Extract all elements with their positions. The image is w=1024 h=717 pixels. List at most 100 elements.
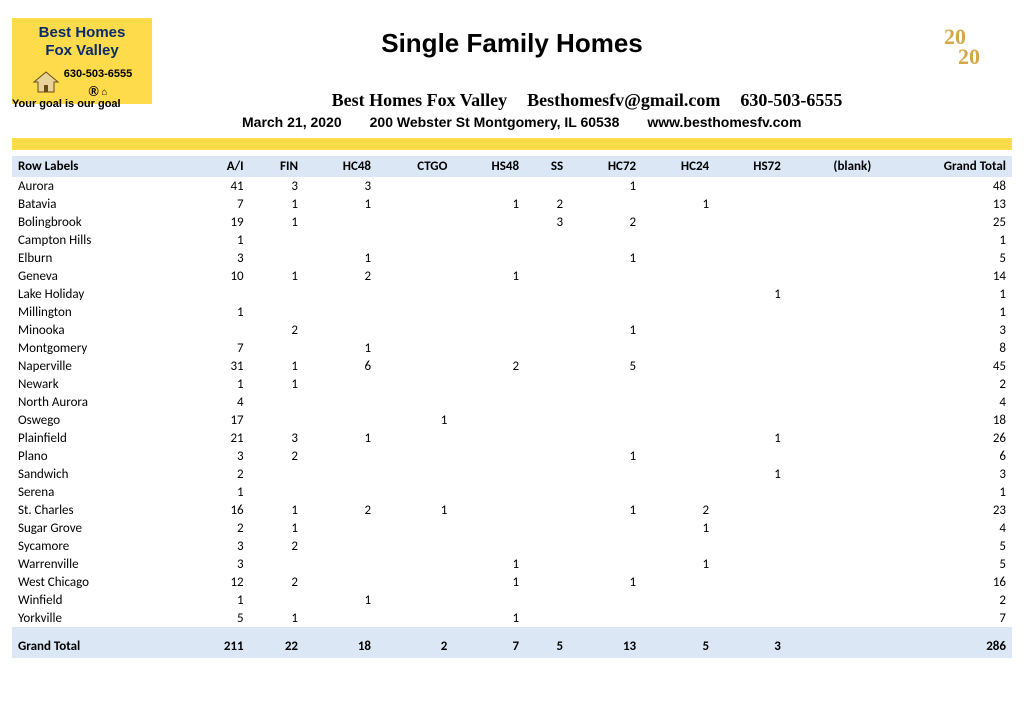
table-row: Sandwich213 [12,465,1012,483]
table-row: Campton Hills11 [12,231,1012,249]
total-value: 13 [569,635,642,658]
table-row: Bolingbrook1913225 [12,213,1012,231]
cell-value [525,609,569,627]
cell-value [453,339,525,357]
cell-value [642,465,715,483]
cell-value [569,555,642,573]
cell-value [525,447,569,465]
cell-value [250,465,304,483]
cell-value: 1 [192,591,250,609]
cell-value [377,429,453,447]
cell-value [453,249,525,267]
cell-value [453,177,525,195]
cell-value [525,267,569,285]
cell-value [715,375,787,393]
row-label: Oswego [12,411,192,429]
cell-value [787,501,878,519]
cell-value [715,393,787,411]
cell-value [715,195,787,213]
cell-value [304,213,377,231]
cell-value [715,591,787,609]
total-value: 211 [192,635,250,658]
row-label: North Aurora [12,393,192,411]
cell-value [250,591,304,609]
cell-value [377,555,453,573]
table-row: Aurora4133148 [12,177,1012,195]
cell-value [715,213,787,231]
cell-value [377,465,453,483]
cell-value: 1 [304,429,377,447]
header-contact-line: Best Homes Fox Valley Besthomesfv@gmail.… [170,90,1004,111]
cell-value [787,231,878,249]
total-value: 2 [377,635,453,658]
cell-value: 1 [877,303,1012,321]
cell-value [715,609,787,627]
cell-value [787,465,878,483]
cell-value [377,483,453,501]
row-label: St. Charles [12,501,192,519]
cell-value: 1 [642,195,715,213]
cell-value [642,321,715,339]
cell-value: 1 [250,375,304,393]
row-label: Sandwich [12,465,192,483]
header-brand: Best Homes Fox Valley [332,90,508,111]
cell-value [642,447,715,465]
cell-value: 1 [250,213,304,231]
cell-value: 2 [877,375,1012,393]
cell-value [453,231,525,249]
row-label: Naperville [12,357,192,375]
cell-value: 6 [304,357,377,375]
cell-value: 8 [877,339,1012,357]
total-value: 5 [642,635,715,658]
table-row: Yorkville5117 [12,609,1012,627]
cell-value [250,231,304,249]
cell-value [377,321,453,339]
cell-value [642,411,715,429]
cell-value [377,177,453,195]
row-label: Plainfield [12,429,192,447]
data-table-wrap: Row LabelsA/IFINHC48CTGOHS48SSHC72HC24HS… [12,156,1012,658]
realtor-eho-icons: Ⓡ ⌂ [89,87,108,98]
cell-value [250,339,304,357]
header-address: 200 Webster St Montgomery, IL 60538 [370,114,620,130]
cell-value [453,465,525,483]
col-header: HC48 [304,156,377,177]
cell-value [377,375,453,393]
logo-tagline: Your goal is our goal [12,98,121,110]
table-row: Newark112 [12,375,1012,393]
table-row: St. Charles161211223 [12,501,1012,519]
pivot-table: Row LabelsA/IFINHC48CTGOHS48SSHC72HC24HS… [12,156,1012,658]
table-row: Sycamore325 [12,537,1012,555]
table-row: Geneva1012114 [12,267,1012,285]
cell-value [569,267,642,285]
cell-value: 2 [250,321,304,339]
cell-value [715,573,787,591]
cell-value [453,411,525,429]
cell-value [715,555,787,573]
cell-value [569,519,642,537]
cell-value [787,429,878,447]
table-row: Oswego17118 [12,411,1012,429]
total-value [787,635,878,658]
cell-value [642,537,715,555]
row-label: Warrenville [12,555,192,573]
cell-value [377,591,453,609]
cell-value [569,303,642,321]
cell-value: 7 [192,195,250,213]
cell-value [192,285,250,303]
cell-value [715,339,787,357]
col-header: A/I [192,156,250,177]
row-label: Yorkville [12,609,192,627]
cell-value [377,339,453,357]
cell-value [642,249,715,267]
cell-value [453,591,525,609]
cell-value: 2 [250,447,304,465]
cell-value [642,591,715,609]
row-label: Serena [12,483,192,501]
cell-value [250,285,304,303]
cell-value [787,537,878,555]
table-row: Millington11 [12,303,1012,321]
cell-value [377,519,453,537]
row-label: Minooka [12,321,192,339]
cell-value [304,447,377,465]
